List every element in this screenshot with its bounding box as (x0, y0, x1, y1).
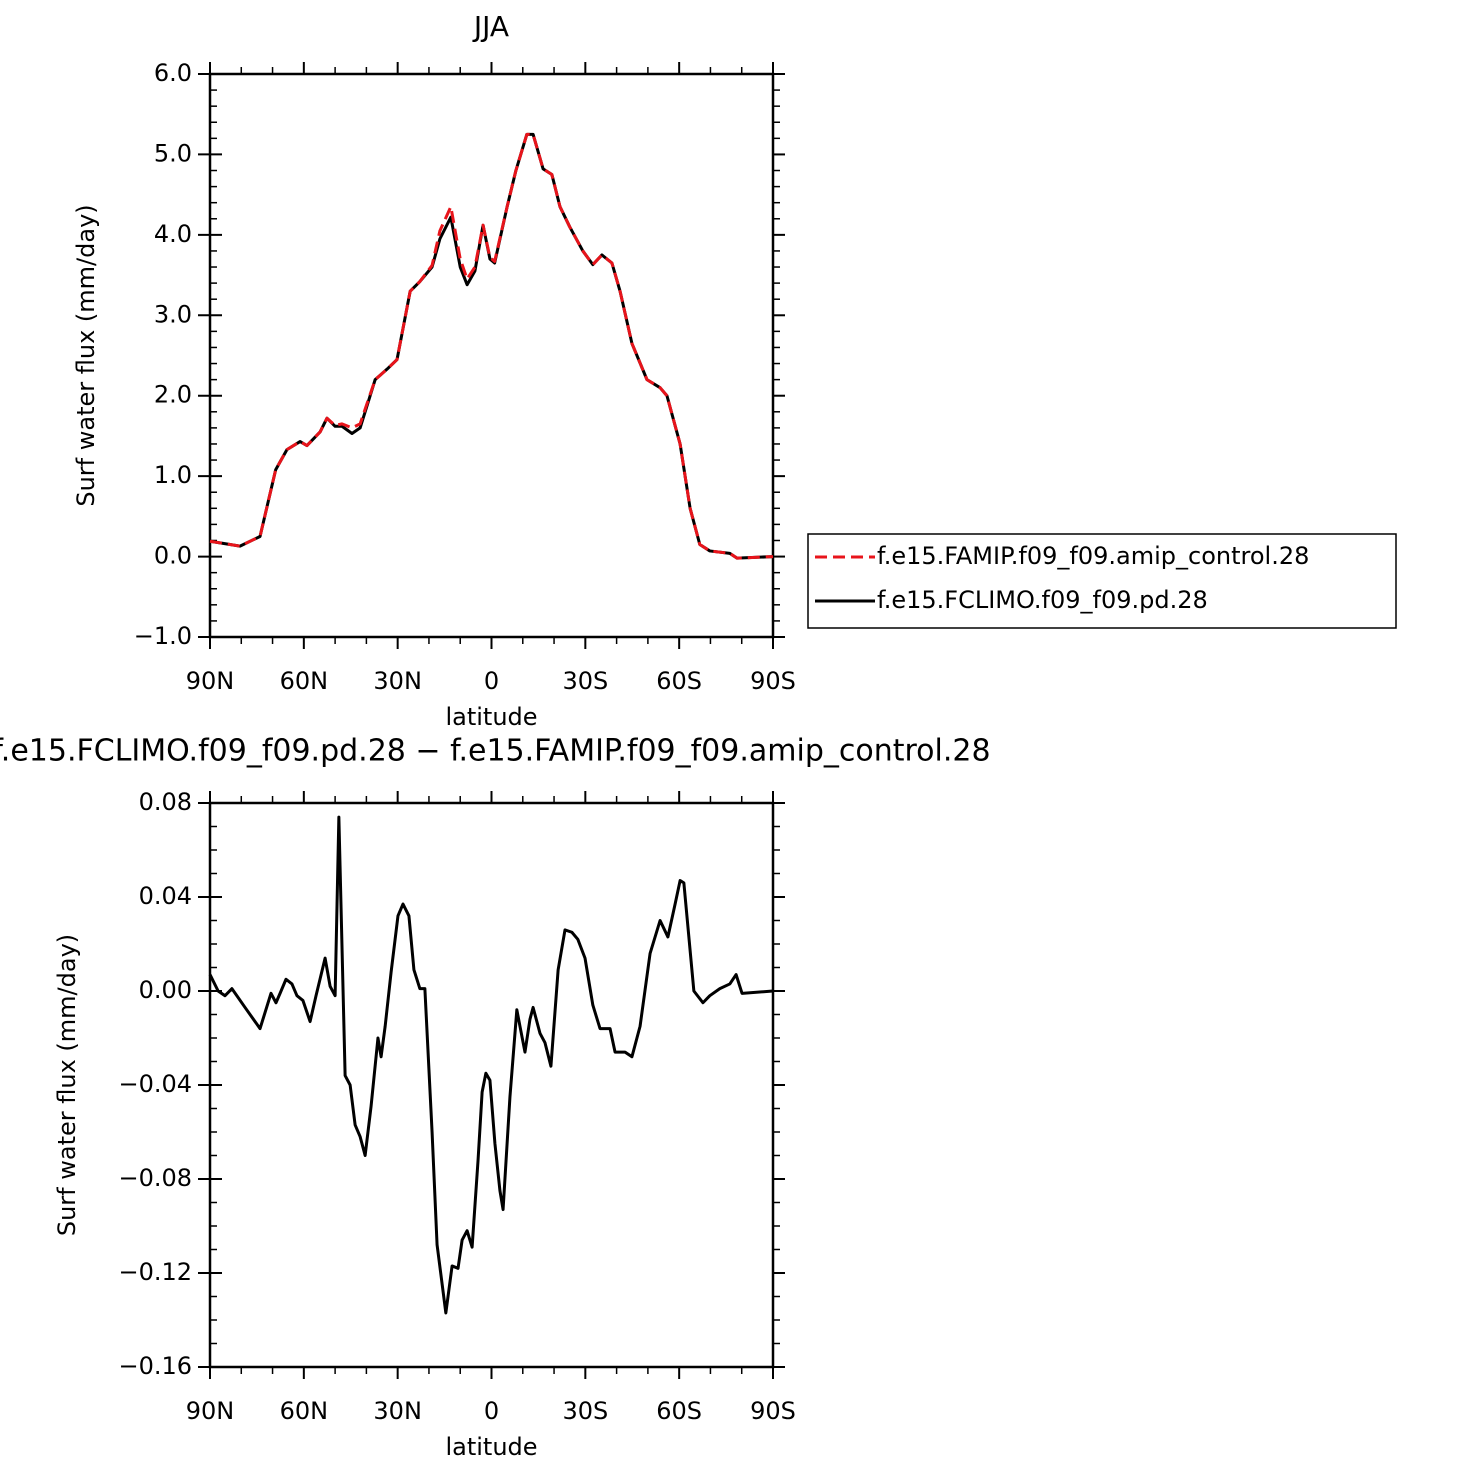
plot-frame (208, 72, 775, 639)
y-axis-label: Surf water flux (mm/day) (72, 204, 100, 506)
y-tick-label: 4.0 (154, 220, 192, 248)
x-tick-label: 60N (280, 667, 329, 695)
y-tick-label: 0.0 (154, 542, 192, 570)
chart-title: f.e15.FCLIMO.f09_f09.pd.28 − f.e15.FAMIP… (0, 734, 991, 769)
y-tick-label: −0.08 (118, 1164, 192, 1192)
x-axis-label: latitude (445, 1433, 537, 1461)
y-tick-label: 0.00 (139, 976, 192, 1004)
x-tick-label: 90N (186, 667, 235, 695)
x-tick-label: 90N (186, 1397, 235, 1425)
x-tick-label: 30N (373, 667, 422, 695)
x-axis-label: latitude (445, 703, 537, 731)
y-tick-label: 5.0 (154, 139, 192, 167)
y-tick-label: 1.0 (154, 461, 192, 489)
y-tick-label: 0.08 (139, 788, 192, 816)
y-tick-label: 3.0 (154, 300, 192, 328)
x-tick-label: 90S (750, 1397, 796, 1425)
legend-label: f.e15.FCLIMO.f09_f09.pd.28 (877, 586, 1208, 614)
y-tick-label: −0.16 (118, 1352, 192, 1380)
x-tick-label: 0 (484, 667, 499, 695)
y-tick-label: 6.0 (154, 59, 192, 87)
legend-label: f.e15.FAMIP.f09_f09.amip_control.28 (877, 542, 1309, 570)
data-line (209, 132, 774, 560)
x-tick-label: 90S (750, 667, 796, 695)
x-tick-label: 60S (656, 667, 702, 695)
y-tick-label: −0.12 (118, 1258, 192, 1286)
x-tick-label: 30S (562, 1397, 608, 1425)
legend-box (807, 533, 1397, 629)
y-axis-label: Surf water flux (mm/day) (53, 934, 81, 1236)
chart-title: JJA (472, 10, 509, 43)
x-tick-label: 60S (656, 1397, 702, 1425)
y-tick-label: 0.04 (139, 882, 192, 910)
y-tick-label: −1.0 (134, 622, 192, 650)
plot-frame (208, 801, 775, 1369)
x-tick-label: 30N (373, 1397, 422, 1425)
x-tick-label: 0 (484, 1397, 499, 1425)
data-line (208, 815, 774, 1315)
y-tick-label: −0.04 (118, 1070, 192, 1098)
y-tick-label: 2.0 (154, 381, 192, 409)
x-tick-label: 60N (280, 1397, 329, 1425)
x-tick-label: 30S (562, 667, 608, 695)
